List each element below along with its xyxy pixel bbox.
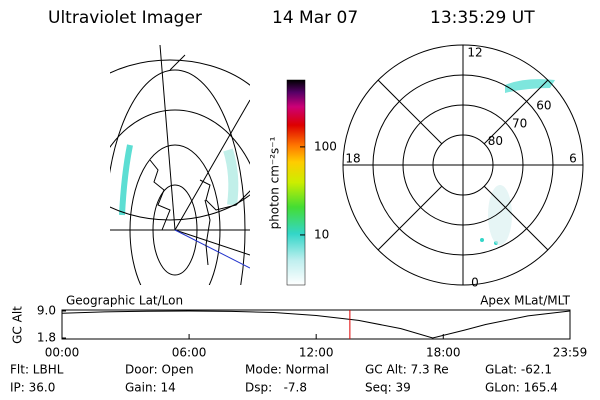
info-field: Gain: 14 (125, 381, 176, 395)
colorbar-label: photon cm⁻²s⁻¹ (268, 136, 282, 229)
mlt-spoke (377, 79, 443, 145)
y-tick-label: 9.0 (37, 304, 56, 318)
info-field: GLat: -62.1 (485, 363, 552, 377)
info-field: Dsp: -7.8 (245, 381, 307, 395)
colorbar-tick-label: 10 (314, 227, 329, 241)
mlt-spoke (483, 185, 549, 251)
plot-title-left: Geographic Lat/Lon (66, 294, 183, 308)
info-field: Door: Open (125, 363, 194, 377)
info-field: GLon: 165.4 (485, 381, 558, 395)
title: Ultraviolet Imager (48, 8, 202, 28)
lat-label: 60 (536, 99, 551, 113)
info-field: Flt: LBHL (10, 363, 64, 377)
colorbar-ticks: 10 100 (300, 139, 337, 241)
lat-ring (432, 134, 494, 196)
colorbar-tick-label: 100 (314, 139, 337, 153)
altitude-line (61, 310, 571, 339)
time: 13:35:29 UT (430, 8, 535, 28)
lat-ring (372, 74, 554, 256)
x-tick-label: 23:59 (553, 346, 588, 360)
mlt-spoke (483, 79, 549, 145)
y-axis-label: GC Alt (11, 306, 25, 344)
x-tick-label: 06:00 (172, 346, 207, 360)
mlt-label: 0 (471, 276, 479, 290)
x-tick-label: 12:00 (299, 346, 334, 360)
mlt-label: 12 (467, 46, 482, 60)
plot-title-right: Apex MLat/MLT (480, 294, 570, 308)
mlt-label: 6 (569, 152, 577, 166)
mlt-label: 18 (345, 152, 360, 166)
altitude-plot: 9.0 1.800:00 06:00 12:00 18:00 23:59 (37, 304, 587, 360)
y-tick-label: 1.8 (37, 331, 56, 345)
info-field: Seq: 39 (365, 381, 411, 395)
lat-label: 70 (512, 116, 527, 130)
date: 14 Mar 07 (272, 8, 358, 28)
x-tick-label: 18:00 (426, 346, 461, 360)
info-panel: Flt: LBHL Door: Open Mode: Normal GC Alt: 7… (10, 363, 558, 395)
info-field: Mode: Normal (245, 363, 329, 377)
lat-ring (402, 104, 524, 226)
geographic-map (110, 45, 250, 285)
mlt-spoke (377, 185, 443, 251)
info-field: GC Alt: 7.3 Re (365, 363, 449, 377)
lat-label: 80 (488, 134, 503, 148)
info-field: IP: 36.0 (10, 381, 55, 395)
colorbar (286, 79, 306, 286)
x-tick-label: 00:00 (45, 346, 80, 360)
